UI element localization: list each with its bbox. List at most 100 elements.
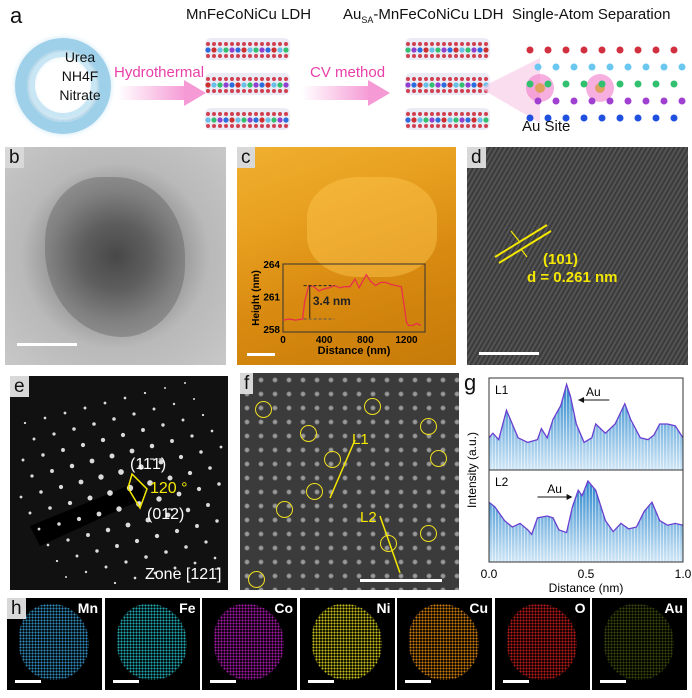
- metal-atom: [229, 82, 235, 88]
- precursor-list: Urea NH4F Nitrate: [52, 48, 108, 105]
- diffraction-spot: [113, 581, 117, 585]
- oxygen-atom: [266, 89, 270, 93]
- oxygen-atom: [266, 124, 270, 128]
- diffraction-spot: [96, 511, 102, 517]
- oxygen-atom: [460, 54, 464, 58]
- metal-atom: [405, 117, 411, 123]
- oxygen-atom: [224, 77, 228, 81]
- atom: [544, 80, 552, 88]
- metal-atom: [229, 117, 235, 123]
- oxygen-atom: [430, 89, 434, 93]
- diffraction-spot: [95, 549, 99, 553]
- atom: [570, 63, 578, 71]
- diffraction-spot: [103, 401, 107, 405]
- oxygen-atom: [260, 89, 264, 93]
- element-distribution: [604, 604, 674, 680]
- element-label: Au: [664, 600, 683, 616]
- diffraction-spot: [145, 517, 151, 523]
- element-label: Cu: [469, 600, 488, 616]
- oxygen-atom: [436, 89, 440, 93]
- metal-atom: [283, 117, 289, 123]
- diffraction-spot: [104, 565, 108, 569]
- oxygen-atom: [466, 77, 470, 81]
- oxygen-atom: [266, 42, 270, 46]
- diffraction-spot: [184, 545, 188, 549]
- tem-image-b: [5, 147, 226, 365]
- atom: [678, 97, 686, 105]
- scale-bar: [479, 352, 539, 355]
- diffraction-spot: [112, 417, 116, 421]
- oxygen-atom: [484, 54, 488, 58]
- oxygen-atom: [230, 89, 234, 93]
- oxygen-atom: [472, 89, 476, 93]
- ldh-title: MnFeCoNiCu LDH: [186, 6, 312, 23]
- atom: [588, 63, 596, 71]
- oxygen-atom: [418, 54, 422, 58]
- metal-atom: [247, 82, 253, 88]
- diffraction-spot: [167, 475, 173, 481]
- metal-atom: [223, 47, 229, 53]
- metal-atom: [435, 117, 441, 123]
- element-label: Co: [274, 600, 293, 616]
- element-distribution: [506, 604, 577, 680]
- metal-atom: [435, 82, 441, 88]
- diffraction-spot: [87, 495, 93, 501]
- diffraction-spot: [89, 458, 95, 464]
- oxygen-atom: [442, 42, 446, 46]
- scale-bar: [17, 343, 77, 346]
- oxygen-atom: [424, 124, 428, 128]
- diffraction-spot: [201, 413, 205, 417]
- atom: [598, 80, 606, 88]
- oxygen-atom: [418, 89, 422, 93]
- oxygen-atom: [472, 112, 476, 116]
- metal-atom: [205, 117, 211, 123]
- unit-cell-rhombus: [127, 472, 148, 510]
- oxygen-atom: [448, 77, 452, 81]
- metal-atom: [223, 117, 229, 123]
- atom: [606, 97, 614, 105]
- oxygen-atom: [278, 124, 282, 128]
- metal-atom: [423, 47, 429, 53]
- metal-atom: [259, 47, 265, 53]
- atom: [562, 46, 570, 54]
- oxygen-atom: [460, 42, 464, 46]
- single-atom-circle: [248, 571, 265, 588]
- diffraction-spot: [28, 511, 32, 515]
- metal-atom: [247, 117, 253, 123]
- diffraction-spot: [116, 506, 122, 512]
- oxygen-atom: [212, 42, 216, 46]
- diffraction-spot: [172, 402, 176, 406]
- diffraction-spot: [57, 522, 61, 526]
- metal-atom: [253, 82, 259, 88]
- diffraction-spot: [109, 453, 115, 459]
- oxygen-atom: [442, 112, 446, 116]
- element-label: Mn: [77, 600, 98, 616]
- oxygen-atom: [412, 112, 416, 116]
- oxygen-atom: [442, 124, 446, 128]
- eds-map-cu: Cu: [397, 598, 492, 690]
- metal-atom: [205, 82, 211, 88]
- metal-atom: [283, 47, 289, 53]
- panel-label-g: g: [464, 370, 477, 395]
- diffraction-spot: [32, 437, 36, 441]
- diffraction-spot: [138, 464, 144, 470]
- metal-atom: [441, 47, 447, 53]
- oxygen-atom: [472, 77, 476, 81]
- eds-map-co: Co: [202, 598, 297, 690]
- diffraction-spot: [164, 550, 168, 554]
- oxygen-atom: [218, 77, 222, 81]
- oxygen-atom: [454, 54, 458, 58]
- atom: [678, 63, 686, 71]
- oxygen-atom: [272, 54, 276, 58]
- oxygen-atom: [284, 112, 288, 116]
- atom: [544, 114, 552, 122]
- oxygen-atom: [272, 89, 276, 93]
- oxygen-atom: [284, 42, 288, 46]
- atom: [526, 46, 534, 54]
- oxygen-atom: [442, 54, 446, 58]
- oxygen-atom: [412, 54, 416, 58]
- scale-bar: [600, 680, 626, 683]
- oxygen-atom: [272, 112, 276, 116]
- diffraction-spot: [118, 469, 124, 475]
- diffraction-spot: [76, 516, 82, 522]
